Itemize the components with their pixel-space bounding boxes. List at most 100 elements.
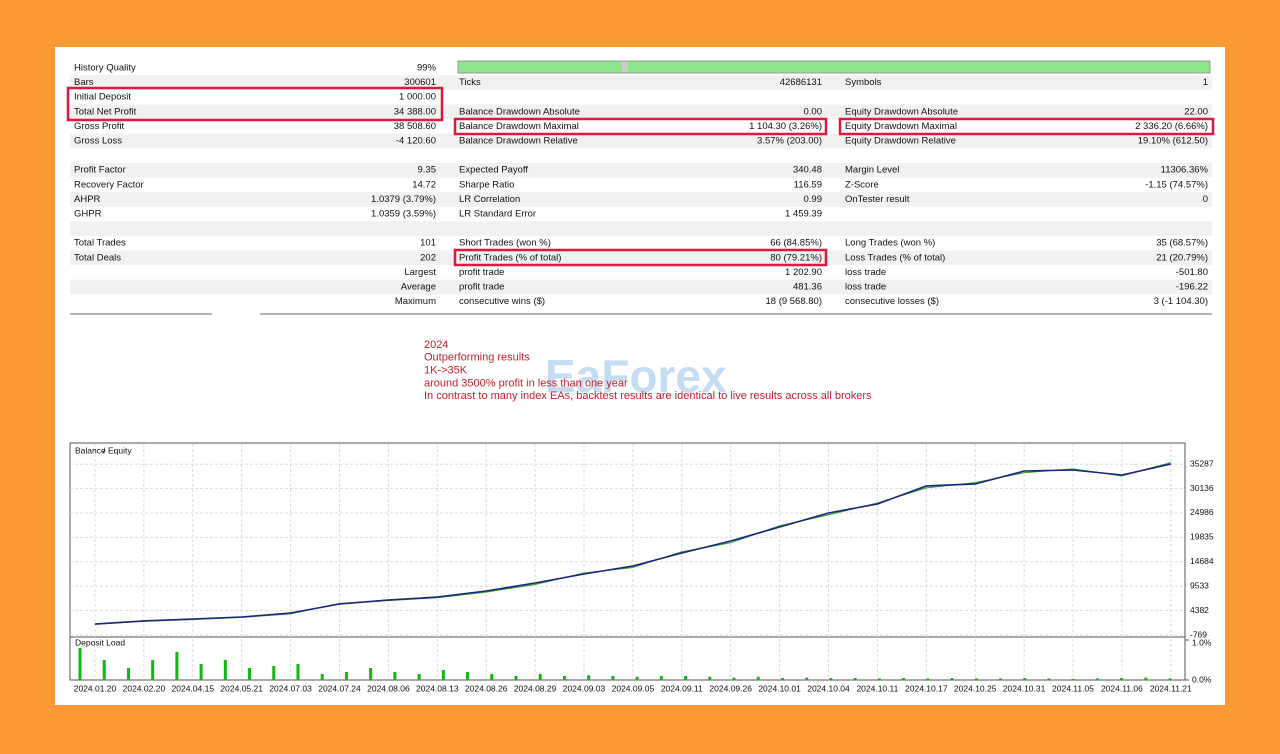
load-bar [562, 676, 566, 680]
cell-label: Total Deals [74, 252, 121, 263]
load-bar [587, 675, 591, 680]
cell-label: Equity Drawdown Absolute [845, 106, 958, 117]
cell-label: Balance Drawdown Absolute [459, 106, 580, 117]
cell-label: LR Correlation [459, 194, 520, 205]
cell-label: Equity Drawdown Maximal [845, 121, 957, 132]
quality-bar [457, 60, 1211, 74]
load-bar [1071, 678, 1075, 680]
load-bar [926, 678, 930, 680]
x-tick-label: 2024.09.11 [661, 683, 703, 693]
load-bar [684, 676, 688, 680]
x-tick-label: 2024.08.06 [367, 683, 410, 693]
load-bar [1095, 678, 1099, 680]
load-bar [417, 674, 421, 680]
x-tick-label: 2024.10.11 [856, 683, 898, 693]
cell-label: OnTester result [845, 194, 910, 205]
load-bar [320, 674, 324, 680]
load-bar [974, 678, 978, 680]
load-bar [805, 677, 809, 680]
highlight-box [453, 117, 828, 136]
y-tick-label: 19835 [1190, 532, 1214, 542]
x-tick-label: 2024.10.17 [905, 683, 948, 693]
cell-value: 300601 [404, 77, 436, 88]
x-tick-label: 2024.11.05 [1052, 683, 1094, 693]
cell-label: Equity Drawdown Relative [845, 136, 956, 147]
load-bar [1120, 678, 1124, 680]
cell-label: Long Trades (won %) [845, 238, 935, 249]
load-bar [344, 672, 348, 680]
cell-label: consecutive losses ($) [845, 296, 939, 307]
highlight-box [838, 117, 1215, 136]
cell-value: 202 [420, 252, 436, 263]
cell-label: Profit Trades (% of total) [459, 252, 561, 263]
load-bar [393, 672, 397, 680]
cell-label: Loss Trades (% of total) [845, 252, 945, 263]
load-bar [102, 660, 106, 680]
load-bar [369, 668, 373, 680]
cell-label: Bars [74, 77, 94, 88]
cell-value: 116.59 [794, 179, 822, 190]
cell-value: 1 104.30 (3.26%) [749, 121, 822, 132]
cell-label: Gross Profit [74, 121, 125, 132]
x-tick-label: 2024.09.26 [709, 683, 752, 693]
cell-label: Balance Drawdown Relative [459, 136, 578, 147]
x-tick-label: 2024.08.29 [514, 683, 557, 693]
cell-value: 0.00 [804, 106, 823, 117]
quality-mark [622, 62, 628, 72]
annotation-line: Outperforming results [424, 352, 530, 364]
x-tick-label: 2024.09.03 [563, 683, 606, 693]
cell-value: 481.36 [793, 282, 822, 293]
x-tick-label: 2024.02.20 [123, 683, 166, 693]
cell-value: 80 (79.21%) [770, 252, 822, 263]
highlight-box [453, 248, 828, 267]
y-tick-label: 0.0% [1192, 674, 1212, 684]
load-bar [199, 664, 203, 680]
load-bar [441, 670, 445, 680]
legend-entry: Equity [108, 445, 132, 455]
cell-label: Total Net Profit [74, 106, 137, 117]
cell-label: LR Standard Error [459, 209, 536, 220]
load-bar [708, 676, 712, 680]
cell-value: -501.80 [1176, 267, 1208, 278]
cell-label: Profit Factor [74, 165, 126, 176]
y-tick-label: 1.0% [1192, 637, 1212, 647]
cell-value: 0.99 [804, 194, 823, 205]
row-band [70, 133, 1212, 149]
cell-value: 22.00 [1184, 106, 1208, 117]
load-bar [877, 678, 881, 680]
x-tick-label: 2024.07.03 [269, 683, 312, 693]
y-tick-label: -769 [1190, 629, 1207, 639]
annotation-line: 2024 [424, 339, 448, 351]
annotation-line: 1K->35K [424, 365, 468, 377]
cell-value: 1 [1203, 77, 1208, 88]
load-bar [1023, 678, 1027, 680]
cell-label: Symbols [845, 77, 882, 88]
y-tick-label: 4382 [1190, 605, 1209, 615]
legend-separator: / [103, 445, 106, 455]
x-tick-label: 2024.01.20 [74, 683, 117, 693]
row-band [70, 75, 1212, 90]
cell-label: Average [401, 282, 436, 293]
y-tick-label: 24986 [1190, 507, 1214, 517]
load-bar [223, 660, 227, 680]
cell-value: 0 [1203, 194, 1208, 205]
cell-value: 3.57% (203.00) [757, 136, 822, 147]
cell-label: History Quality [74, 63, 136, 74]
cell-value: 38 508.60 [394, 121, 436, 132]
x-tick-label: 2024.10.31 [1003, 683, 1046, 693]
cell-label: GHPR [74, 209, 102, 220]
cell-label: Balance Drawdown Maximal [459, 121, 579, 132]
cell-value: 101 [420, 238, 436, 249]
cell-value: 1.0359 (3.59%) [371, 209, 436, 220]
row-band [70, 221, 1212, 236]
cell-label: Sharpe Ratio [459, 179, 514, 190]
balance-chart: 35287 30136 24986 19835 14684 9533 4382 -769 202… [70, 444, 1214, 693]
cell-label: Gross Loss [74, 136, 122, 147]
load-bar [756, 676, 760, 680]
y-tick-label: 9533 [1190, 580, 1209, 590]
annotation-line: around 3500% profit in less than one yea… [424, 377, 628, 389]
x-tick-label: 2024.11.21 [1150, 683, 1192, 693]
cell-value: 66 (84.85%) [770, 238, 822, 249]
highlight-box [66, 86, 444, 122]
